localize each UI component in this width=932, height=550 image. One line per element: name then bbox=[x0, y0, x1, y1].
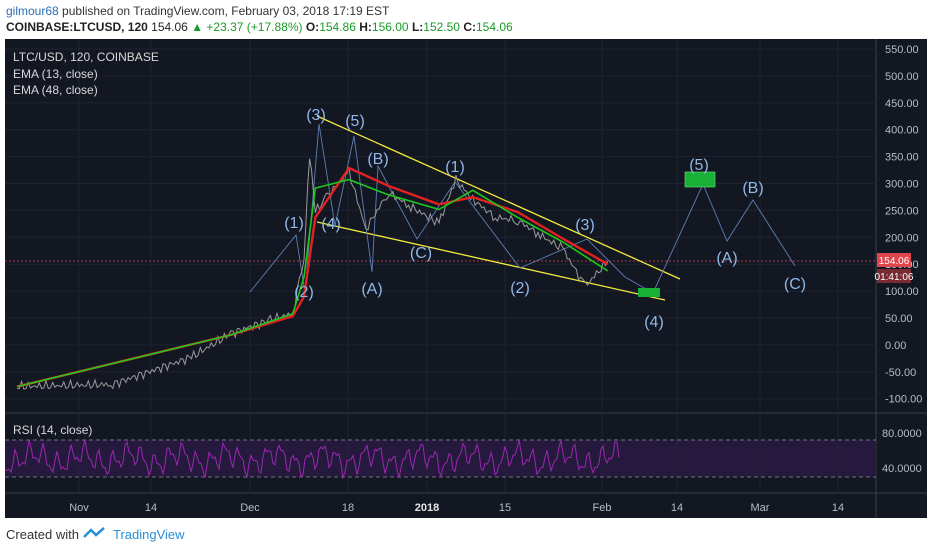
open-value: 154.86 bbox=[319, 20, 356, 34]
upper-trendline[interactable] bbox=[316, 115, 681, 280]
price-line[interactable] bbox=[17, 158, 609, 390]
price-tick: 550.00 bbox=[885, 44, 919, 56]
wave-label: (B) bbox=[742, 180, 763, 197]
time-tick: Mar bbox=[751, 502, 770, 514]
footer: Created with TradingView bbox=[0, 518, 932, 550]
wave-label: (5) bbox=[689, 157, 709, 174]
ema13-legend[interactable]: EMA (13, close) bbox=[13, 67, 98, 81]
wave-label: (B) bbox=[367, 151, 388, 168]
price-tick: 500.00 bbox=[885, 71, 919, 83]
time-tick: 15 bbox=[499, 502, 511, 514]
price-tick: 0.00 bbox=[885, 340, 906, 352]
symbol-line: COINBASE:LTCUSD, 120 154.06 ▲ +23.37 (+1… bbox=[6, 20, 513, 34]
wave-label: (A) bbox=[361, 281, 382, 298]
wave-label: (3) bbox=[306, 107, 326, 124]
rsi-tick: 80.0000 bbox=[882, 428, 922, 440]
created-with-text: Created with bbox=[6, 527, 79, 542]
price-change: +23.37 (+17.88%) bbox=[206, 20, 303, 34]
low-value: 152.50 bbox=[423, 20, 460, 34]
last-price: 154.06 bbox=[151, 20, 188, 34]
current-price-tag bbox=[877, 253, 911, 267]
wave4-target-box[interactable] bbox=[638, 288, 660, 297]
price-tick: -50.00 bbox=[885, 367, 916, 379]
price-tick: 300.00 bbox=[885, 179, 919, 191]
ema48-line[interactable] bbox=[16, 166, 609, 388]
ema48-legend[interactable]: EMA (48, close) bbox=[13, 83, 98, 97]
wave-label: (1) bbox=[445, 159, 465, 176]
lower-trendline[interactable] bbox=[316, 221, 666, 301]
up-arrow-icon: ▲ bbox=[191, 20, 204, 34]
publish-line: gilmour68 published on TradingView.com, … bbox=[6, 4, 389, 18]
open-label: O: bbox=[305, 20, 320, 34]
wave-labels: (1) (2) (3) (4) (5) (A) (B) (C) (1) (2) … bbox=[284, 107, 806, 331]
chart-svg[interactable]: 550.00 500.00 450.00 400.00 350.00 300.00 250.… bbox=[4, 39, 927, 518]
time-tick: 18 bbox=[342, 502, 354, 514]
time-tick: 14 bbox=[145, 502, 157, 514]
wave-label: (A) bbox=[716, 250, 737, 267]
time-tick: Dec bbox=[240, 502, 260, 514]
price-tick: 50.00 bbox=[885, 313, 913, 325]
high-label: H: bbox=[359, 20, 372, 34]
wave-label: (4) bbox=[321, 216, 341, 233]
countdown-label: 01:41:06 bbox=[875, 272, 914, 283]
rsi-band bbox=[5, 440, 876, 477]
price-tick: 100.00 bbox=[885, 286, 919, 298]
wave-label: (1) bbox=[284, 215, 304, 232]
rsi-legend[interactable]: RSI (14, close) bbox=[13, 423, 92, 437]
price-tick: 250.00 bbox=[885, 205, 919, 217]
rsi-line[interactable] bbox=[4, 440, 620, 480]
tradingview-logo-icon bbox=[83, 527, 105, 538]
time-tick: Nov bbox=[69, 502, 89, 514]
wave-label: (C) bbox=[784, 276, 806, 293]
grid bbox=[5, 39, 876, 493]
low-label: L: bbox=[411, 20, 424, 34]
wave-label: (2) bbox=[294, 284, 314, 301]
wave-label: (4) bbox=[644, 314, 664, 331]
chart-title: LTC/USD, 120, COINBASE bbox=[13, 50, 159, 64]
close-value: 154.06 bbox=[476, 20, 513, 34]
chart-panel[interactable]: 550.00 500.00 450.00 400.00 350.00 300.00 250.… bbox=[4, 39, 927, 518]
elliott-wave-path[interactable] bbox=[249, 123, 796, 294]
price-tick: -100.00 bbox=[885, 394, 922, 406]
time-tick: 14 bbox=[671, 502, 683, 514]
high-value: 156.00 bbox=[371, 20, 409, 34]
time-axis: Nov 14 Dec 18 2018 15 Feb 14 Mar 14 bbox=[69, 502, 844, 514]
price-tick: 450.00 bbox=[885, 98, 919, 110]
time-tick: 2018 bbox=[415, 502, 439, 514]
close-label: C: bbox=[463, 20, 476, 34]
ema13-line[interactable] bbox=[16, 178, 609, 388]
current-price-tag-label: 154.06 bbox=[879, 256, 910, 267]
price-axis: 550.00 500.00 450.00 400.00 350.00 300.00 250.… bbox=[885, 44, 922, 406]
time-tick: 14 bbox=[832, 502, 844, 514]
rsi-tick: 40.0000 bbox=[882, 463, 922, 475]
time-tick: Feb bbox=[593, 502, 612, 514]
wave-label: (2) bbox=[510, 280, 530, 297]
tradingview-brand-link[interactable]: TradingView bbox=[113, 527, 185, 542]
price-tick: 350.00 bbox=[885, 152, 919, 164]
wave-label: (C) bbox=[410, 245, 432, 262]
author-link[interactable]: gilmour68 bbox=[6, 4, 59, 18]
countdown-tag bbox=[877, 269, 911, 283]
wave-label: (3) bbox=[575, 217, 595, 234]
published-text: published on TradingView.com, February 0… bbox=[62, 4, 390, 18]
price-tick: 200.00 bbox=[885, 232, 919, 244]
symbol-name: COINBASE:LTCUSD, 120 bbox=[6, 20, 148, 34]
wave5-target-box[interactable] bbox=[684, 171, 716, 188]
wave-label: (5) bbox=[345, 113, 365, 130]
price-tick: 400.00 bbox=[885, 125, 919, 137]
